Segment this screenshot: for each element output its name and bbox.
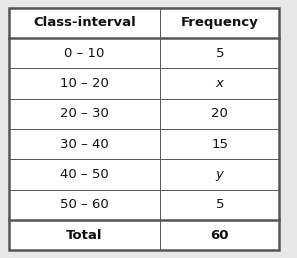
Text: 50 – 60: 50 – 60 [60, 198, 109, 211]
Text: Frequency: Frequency [181, 17, 259, 29]
Text: 10 – 20: 10 – 20 [60, 77, 109, 90]
Text: y: y [216, 168, 224, 181]
Text: 15: 15 [211, 138, 228, 151]
Text: 5: 5 [215, 47, 224, 60]
Text: 20 – 30: 20 – 30 [60, 107, 109, 120]
Text: Total: Total [66, 229, 103, 241]
Text: x: x [216, 77, 224, 90]
Text: 30 – 40: 30 – 40 [60, 138, 109, 151]
Text: 5: 5 [215, 198, 224, 211]
Text: 60: 60 [211, 229, 229, 241]
Text: 20: 20 [211, 107, 228, 120]
Text: 0 – 10: 0 – 10 [64, 47, 105, 60]
Text: 40 – 50: 40 – 50 [60, 168, 109, 181]
Text: Class-interval: Class-interval [33, 17, 136, 29]
